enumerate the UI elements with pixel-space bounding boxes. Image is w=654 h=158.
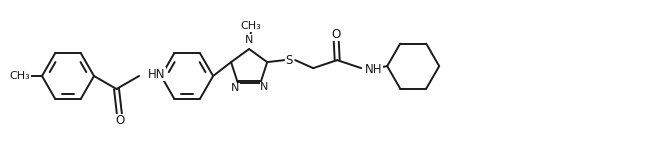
Text: HN: HN xyxy=(148,67,165,80)
Text: O: O xyxy=(332,28,341,41)
Text: S: S xyxy=(286,54,293,67)
Text: NH: NH xyxy=(365,63,383,76)
Text: CH₃: CH₃ xyxy=(241,21,262,31)
Text: N: N xyxy=(260,82,269,92)
Text: O: O xyxy=(115,115,124,128)
Text: N: N xyxy=(231,83,239,93)
Text: N: N xyxy=(245,35,253,45)
Text: CH₃: CH₃ xyxy=(10,71,30,81)
